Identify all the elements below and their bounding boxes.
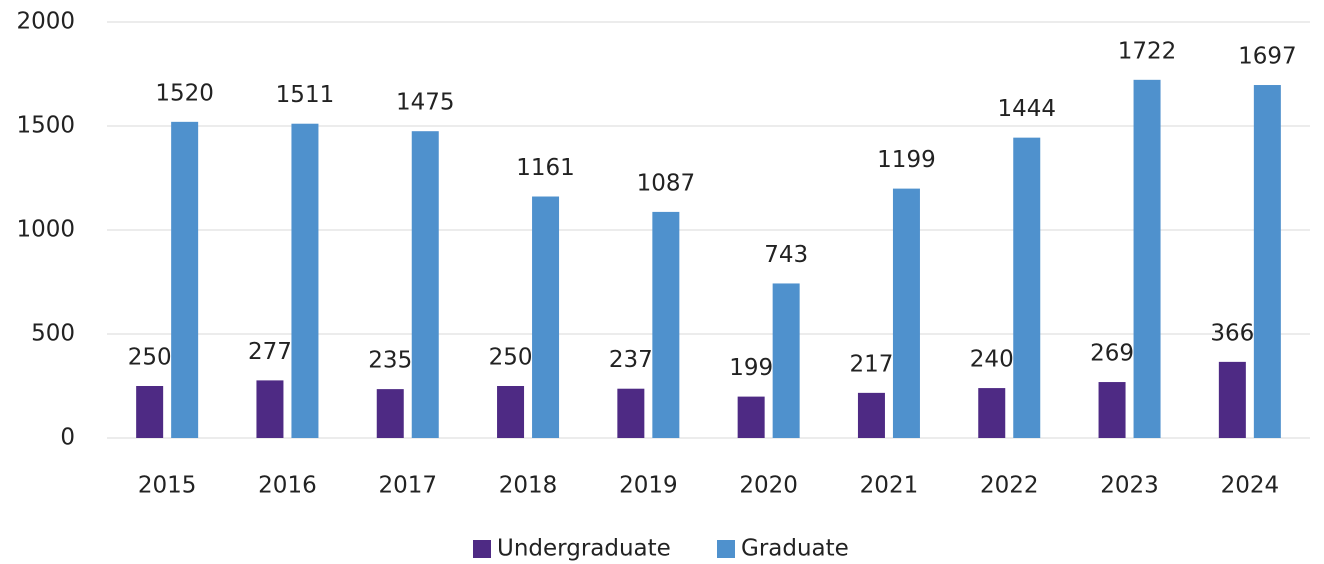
bar [291, 123, 319, 438]
data-label: 269 [1090, 341, 1134, 367]
legend-label: Undergraduate [497, 536, 671, 562]
x-tick-label: 2017 [378, 473, 437, 499]
x-tick-label: 2018 [499, 473, 558, 499]
bar [1098, 382, 1126, 438]
x-tick-label: 2022 [980, 473, 1039, 499]
legend-swatch [473, 540, 491, 558]
data-label: 1511 [276, 82, 335, 108]
x-tick-label: 2020 [739, 473, 798, 499]
x-tick-label: 2021 [860, 473, 919, 499]
y-tick-label: 1000 [16, 217, 75, 243]
bar [857, 392, 885, 438]
bar [652, 211, 680, 438]
data-label: 217 [849, 351, 893, 377]
bar [1133, 79, 1161, 438]
data-label: 277 [248, 339, 292, 365]
data-label: 250 [128, 345, 172, 371]
data-label: 237 [609, 347, 653, 373]
data-label: 235 [368, 348, 412, 374]
x-tick-label: 2019 [619, 473, 678, 499]
data-label: 743 [764, 242, 808, 268]
data-label: 1520 [155, 80, 214, 106]
data-label: 1444 [997, 96, 1056, 122]
bar [1013, 137, 1041, 438]
data-label: 240 [970, 347, 1014, 373]
bar [532, 196, 560, 438]
data-label: 1697 [1238, 44, 1297, 70]
bar [892, 188, 920, 438]
bar [978, 388, 1006, 438]
bar [136, 386, 164, 438]
data-label: 1722 [1118, 38, 1177, 64]
bar [1253, 85, 1281, 439]
data-label: 366 [1210, 320, 1254, 346]
y-tick-label: 1500 [16, 113, 75, 139]
bar [171, 121, 199, 438]
legend-label: Graduate [741, 536, 849, 562]
x-tick-label: 2015 [138, 473, 197, 499]
y-tick-label: 500 [31, 321, 75, 347]
x-tick-label: 2016 [258, 473, 317, 499]
bar [1218, 361, 1246, 438]
x-tick-label: 2024 [1221, 473, 1280, 499]
y-tick-label: 0 [60, 425, 75, 451]
data-label: 1087 [637, 170, 696, 196]
data-label: 250 [489, 345, 533, 371]
bar [376, 389, 404, 438]
bar [256, 380, 284, 438]
bar [411, 131, 439, 438]
data-label: 1161 [516, 155, 575, 181]
y-tick-label: 2000 [16, 9, 75, 35]
data-label: 1475 [396, 90, 455, 116]
bar [737, 396, 765, 438]
x-tick-label: 2023 [1100, 473, 1159, 499]
bar [497, 386, 525, 438]
data-label: 1199 [877, 147, 936, 173]
legend-swatch [717, 540, 735, 558]
bar [772, 283, 800, 438]
bar [617, 388, 645, 438]
data-label: 199 [729, 355, 773, 381]
